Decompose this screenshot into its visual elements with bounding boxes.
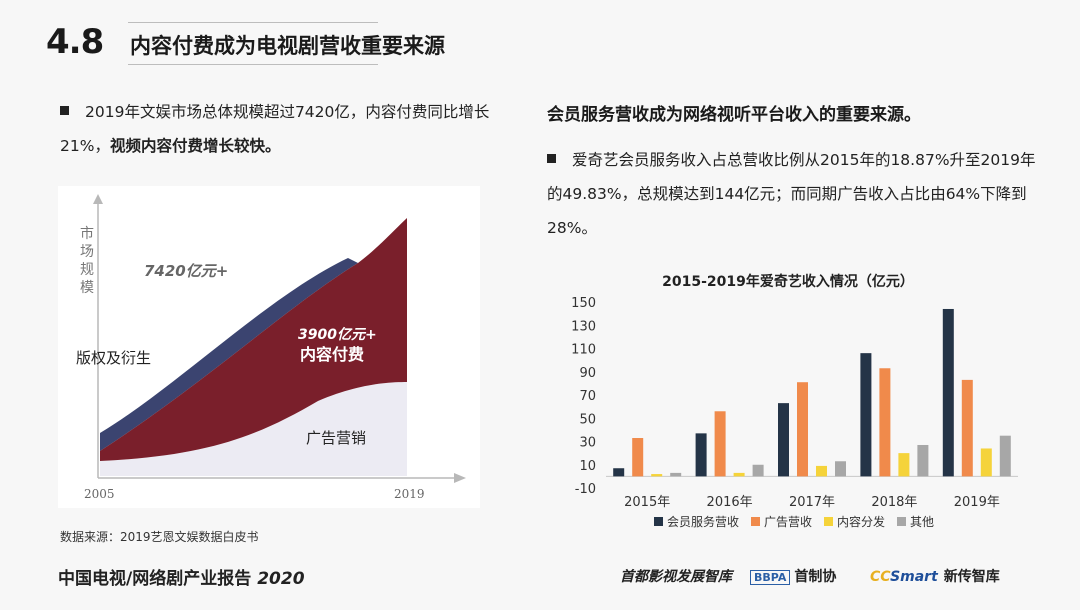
footer-logos: 首都影视发展智库 BBPA 首制协 CCSmart 新传智库 xyxy=(620,562,1040,592)
area-ylabel-char: 模 xyxy=(80,280,94,296)
bbpa-text: 首制协 xyxy=(794,569,837,585)
bar-y-tick-label: 90 xyxy=(579,366,596,381)
bar-1-2016年 xyxy=(695,433,707,477)
legend-label: 内容分发 xyxy=(837,514,885,529)
logo-bbpa: BBPA 首制协 xyxy=(750,566,836,586)
area-copyright-label: 版权及衍生 xyxy=(76,349,151,367)
area-ylabel: 市场规模 xyxy=(80,225,94,296)
bar-x-tick-label: 2015年 xyxy=(624,495,670,510)
bar-4-2017年 xyxy=(835,461,846,477)
bar-1-2019年 xyxy=(942,308,954,477)
bar-4-2018年 xyxy=(917,444,929,477)
area-copyright xyxy=(100,258,358,451)
bar-4-2016年 xyxy=(752,464,764,477)
left-bullet: 2019年文娱市场总体规模超过7420亿，内容付费同比增长21%，视频内容付费增… xyxy=(60,95,500,163)
right-bullet: 爱奇艺会员服务收入占总营收比例从2015年的18.87%升至2019年的49.8… xyxy=(547,143,1047,245)
area-x-label-end: 2019 xyxy=(394,487,425,501)
bbpa-badge: BBPA xyxy=(750,570,791,585)
source-note: 数据来源：2019艺恩文娱数据白皮书 xyxy=(60,530,259,544)
area-ylabel-char: 场 xyxy=(80,244,94,260)
iqiyi-revenue-bar-chart: 2015-2019年爱奇艺收入情况（亿元） -10 10 30 50 70 90 110 13… xyxy=(571,273,1018,529)
legend-label: 广告营收 xyxy=(764,515,812,529)
bar-2-2017年 xyxy=(797,382,808,477)
bar-y-tick-label: 30 xyxy=(579,436,596,451)
area-x-label-start: 2005 xyxy=(84,487,115,501)
area-ad xyxy=(100,382,407,476)
area-paid-value-label: 3900亿元+ xyxy=(298,326,377,343)
bar-x-tick-label: 2018年 xyxy=(871,495,917,510)
legend-label: 其他 xyxy=(910,515,934,529)
legend-swatch xyxy=(824,517,833,526)
bar-chart-marks xyxy=(613,308,1011,477)
bar-3-2018年 xyxy=(898,453,910,477)
area-paid xyxy=(100,218,407,461)
right-bullet-text: 爱奇艺会员服务收入占总营收比例从2015年的18.87%升至2019年的49.8… xyxy=(547,151,1036,237)
ccsmart-cc: CC xyxy=(870,569,891,585)
bar-x-tick-label: 2019年 xyxy=(954,495,1000,510)
page-title: 内容付费成为电视剧营收重要来源 xyxy=(130,34,445,58)
header: 4.8 xyxy=(46,14,378,65)
legend-swatch xyxy=(654,517,663,526)
bar-2-2019年 xyxy=(961,379,973,477)
bar-chart-legend: 会员服务营收 广告营收 内容分发 其他 xyxy=(654,514,934,529)
bar-2-2015年 xyxy=(632,438,644,477)
bar-y-tick-label: -10 xyxy=(575,482,596,497)
footer-year: 2020 xyxy=(257,569,305,589)
bar-chart-x-labels: 2015年 2016年 2017年 2018年 2019年 xyxy=(624,495,1000,510)
bar-2-2018年 xyxy=(879,368,891,477)
bar-y-tick-label: 70 xyxy=(579,389,596,404)
bar-y-tick-label: 130 xyxy=(571,319,596,334)
bullet-square-icon xyxy=(547,154,556,163)
bar-chart-y-ticks: -10 10 30 50 70 90 110 130 150 xyxy=(571,296,596,497)
area-ylabel-char: 市 xyxy=(80,225,94,242)
market-area-chart: 市场规模 2005 2019 7420亿元+ 版权及衍生 3900亿元+ 内容付… xyxy=(58,186,480,508)
y-axis-arrow-icon xyxy=(93,194,103,204)
bar-1-2017年 xyxy=(778,403,789,477)
bar-3-2016年 xyxy=(733,472,745,477)
bar-x-tick-label: 2016年 xyxy=(707,495,753,510)
footer-title: 中国电视/网络剧产业报告 2020 xyxy=(58,564,305,589)
area-total-label: 7420亿元+ xyxy=(144,262,228,280)
bar-3-2015年 xyxy=(651,474,663,477)
area-paid-name-label: 内容付费 xyxy=(300,345,364,364)
area-ylabel-char: 规 xyxy=(80,262,94,278)
footer-title-text: 中国电视/网络剧产业报告 xyxy=(58,569,252,589)
bar-4-2015年 xyxy=(670,472,682,477)
bar-4-2019年 xyxy=(999,435,1011,477)
bar-y-tick-label: 50 xyxy=(579,412,596,427)
ccsmart-text: 新传智库 xyxy=(943,569,1000,585)
bar-3-2017年 xyxy=(816,465,827,477)
bar-x-tick-label: 2017年 xyxy=(789,495,835,510)
x-axis-arrow-icon xyxy=(454,473,466,483)
bar-1-2018年 xyxy=(860,353,872,477)
header-rule-bottom xyxy=(128,64,378,65)
area-ad-label: 广告营销 xyxy=(306,429,366,447)
bullet-square-icon xyxy=(60,106,69,115)
bar-y-tick-label: 10 xyxy=(579,459,596,474)
logo-capital-film-think-tank: 首都影视发展智库 xyxy=(620,569,732,585)
left-bullet-bold: 视频内容付费增长较快。 xyxy=(109,137,281,155)
bar-chart-title: 2015-2019年爱奇艺收入情况（亿元） xyxy=(662,273,914,290)
legend-swatch xyxy=(751,517,760,526)
logo-ccsmart: CCSmart 新传智库 xyxy=(870,566,1000,586)
bar-2-2016年 xyxy=(714,411,726,477)
left-bullet-text: 2019年文娱市场总体规模超过7420亿，内容付费同比增长21%， xyxy=(60,103,490,155)
legend-label: 会员服务营收 xyxy=(667,514,739,529)
legend-swatch xyxy=(897,517,906,526)
right-heading: 会员服务营收成为网络视听平台收入的重要来源。 xyxy=(547,105,921,125)
bar-y-tick-label: 110 xyxy=(571,343,596,358)
bar-1-2015年 xyxy=(613,468,625,477)
bar-y-tick-label: 150 xyxy=(571,296,596,311)
header-rule-top xyxy=(128,22,378,23)
ccsmart-smart: Smart xyxy=(890,569,938,585)
section-number: 4.8 xyxy=(46,22,104,62)
bar-3-2019年 xyxy=(980,448,992,477)
